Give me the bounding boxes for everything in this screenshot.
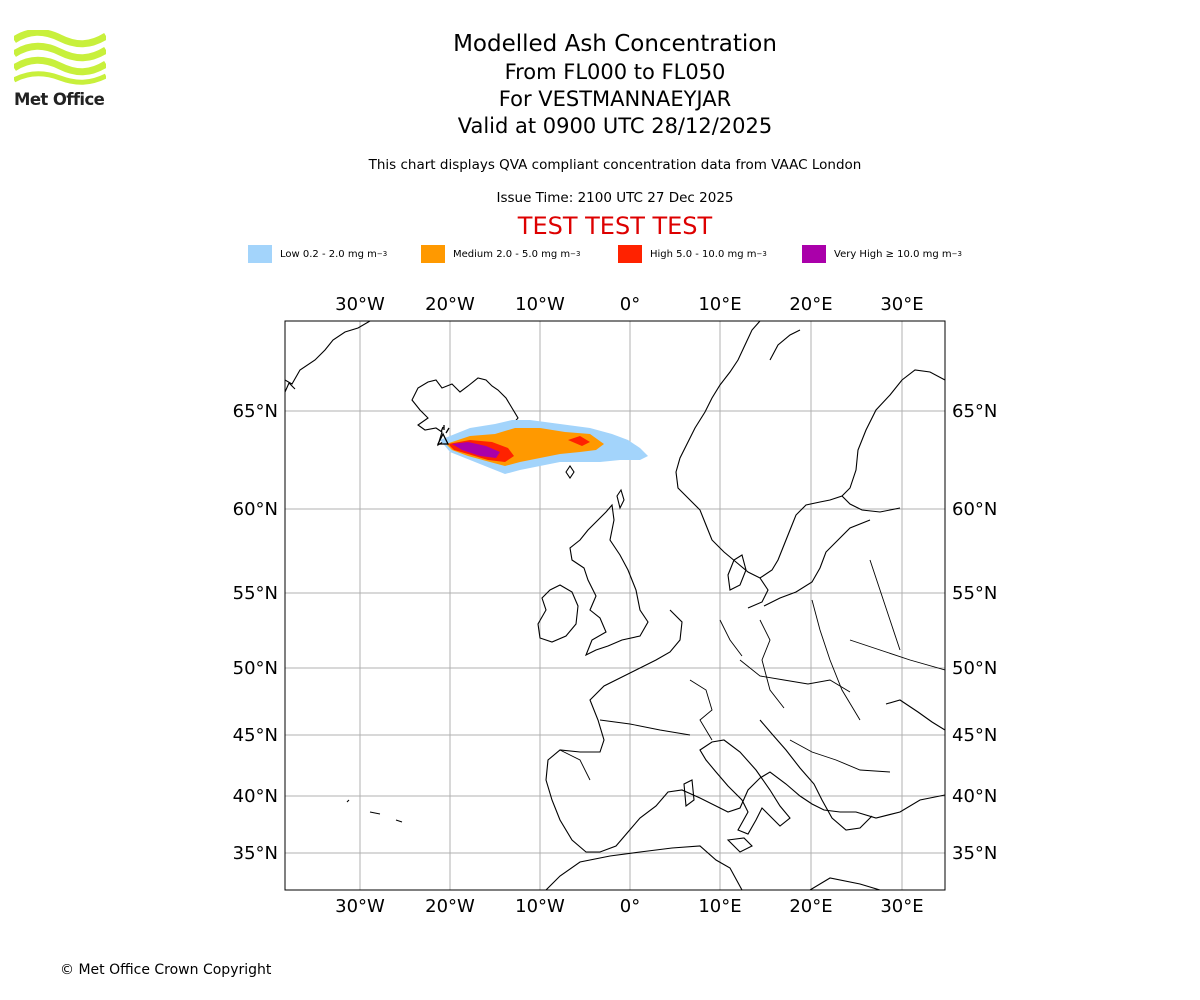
britain-coast — [569, 503, 649, 657]
baltic-coast — [763, 519, 871, 607]
lat-tick-label: 40°N — [233, 786, 278, 807]
greenland-coast — [285, 382, 296, 393]
legend-unit-exponent: −3 — [756, 250, 767, 258]
graticule — [285, 321, 945, 890]
lat-tick-label: 35°N — [233, 843, 278, 864]
legend-medium: Medium 2.0 - 5.0 mg m −3 — [421, 244, 580, 264]
europe-coast — [545, 609, 945, 853]
shetland-coast — [616, 488, 625, 510]
lon-tick-label: 0° — [620, 294, 640, 315]
azores-coast — [346, 799, 403, 823]
legend-swatch-medium — [421, 245, 445, 263]
lat-tick-label: 45°N — [233, 725, 278, 746]
lat-tick-label: 35°N — [952, 843, 997, 864]
coastlines — [285, 321, 945, 890]
lat-tick-label: 55°N — [952, 583, 997, 604]
ireland-coast — [537, 584, 579, 643]
volcano-marker-icon — [436, 425, 450, 445]
ash-plume — [440, 420, 648, 474]
africa-coast — [809, 877, 881, 890]
legend-swatch-low — [248, 245, 272, 263]
denmark-coast — [727, 554, 747, 591]
legend-low: Low 0.2 - 2.0 mg m −3 — [248, 244, 387, 264]
lon-tick-label: 30°E — [880, 294, 923, 315]
legend-swatch-high — [618, 245, 642, 263]
legend-label: High — [650, 248, 673, 260]
africa-coast — [545, 845, 743, 890]
legend-very-high: Very High ≥ 10.0 mg m −3 — [802, 244, 962, 264]
legend-range: 5.0 - 10.0 mg m — [676, 248, 757, 260]
legend-high: High 5.0 - 10.0 mg m −3 — [618, 244, 767, 264]
sweden-border — [747, 577, 769, 609]
issue-time: Issue Time: 2100 UTC 27 Dec 2025 — [496, 190, 734, 206]
lat-tick-label: 60°N — [233, 499, 278, 520]
legend-swatch-very-high — [802, 245, 826, 263]
test-banner: TEST TEST TEST — [517, 212, 713, 240]
logo-text: Met Office — [14, 90, 105, 109]
title-block: Modelled Ash Concentration From FL000 to… — [315, 30, 915, 140]
scandinavia-coast — [675, 321, 945, 579]
legend-label: Low — [280, 248, 300, 260]
sardinia-coast — [683, 779, 695, 808]
faroe-coast — [565, 465, 575, 479]
lat-tick-label: 55°N — [233, 583, 278, 604]
lon-tick-label: 10°E — [698, 896, 741, 917]
lat-tick-label: 65°N — [233, 401, 278, 422]
legend-unit-exponent: −3 — [951, 250, 962, 258]
legend-range: ≥ 10.0 mg m — [885, 248, 952, 260]
lon-tick-label: 30°E — [880, 896, 923, 917]
axis-labels: 30°W 30°W 20°W 20°W 10°W 10°W 0° 0° 10°E 10°E 20°E… — [233, 294, 998, 917]
lon-tick-label: 10°W — [515, 896, 565, 917]
legend-range: 2.0 - 5.0 mg m — [496, 248, 571, 260]
finland-coast — [841, 495, 901, 513]
legend-range: 0.2 - 2.0 mg m — [302, 248, 377, 260]
lon-tick-label: 30°W — [335, 896, 385, 917]
flight-levels: From FL000 to FL050 — [504, 60, 726, 84]
lon-tick-label: 20°W — [425, 896, 475, 917]
ash-very-high — [452, 442, 500, 458]
legend-unit-exponent: −3 — [376, 250, 388, 258]
legend-label: Very High — [834, 248, 883, 260]
lon-tick-label: 30°W — [335, 294, 385, 315]
lat-tick-label: 50°N — [952, 658, 997, 679]
lon-tick-label: 10°W — [515, 294, 565, 315]
black-sea-coast — [885, 699, 945, 731]
met-office-wave-icon — [14, 30, 106, 85]
volcano-name: For VESTMANNAEYJAR — [498, 87, 732, 111]
greenland-coast — [285, 321, 371, 385]
italy-coast — [699, 739, 791, 835]
lon-tick-label: 10°E — [698, 294, 741, 315]
lon-tick-label: 20°W — [425, 294, 475, 315]
chart-description: This chart displays QVA compliant concen… — [368, 157, 862, 173]
country-borders — [559, 559, 945, 781]
lat-tick-label: 60°N — [952, 499, 997, 520]
valid-time: Valid at 0900 UTC 28/12/2025 — [457, 114, 773, 138]
copyright: © Met Office Crown Copyright — [60, 962, 272, 978]
lon-tick-label: 0° — [620, 896, 640, 917]
lon-tick-label: 20°E — [789, 294, 832, 315]
met-office-logo: Met Office — [14, 30, 110, 112]
lon-tick-label: 20°E — [789, 896, 832, 917]
ash-high — [568, 436, 590, 446]
lat-tick-label: 45°N — [952, 725, 997, 746]
lat-tick-label: 50°N — [233, 658, 278, 679]
sicily-coast — [726, 837, 753, 853]
lat-tick-label: 40°N — [952, 786, 997, 807]
legend-unit-exponent: −3 — [570, 250, 581, 258]
map-frame — [284, 320, 946, 891]
balkan-coast — [759, 719, 873, 831]
lat-tick-label: 65°N — [952, 401, 997, 422]
legend-label: Medium — [453, 248, 493, 260]
chart-title: Modelled Ash Concentration — [453, 31, 777, 57]
scandinavia-coast — [769, 329, 801, 361]
